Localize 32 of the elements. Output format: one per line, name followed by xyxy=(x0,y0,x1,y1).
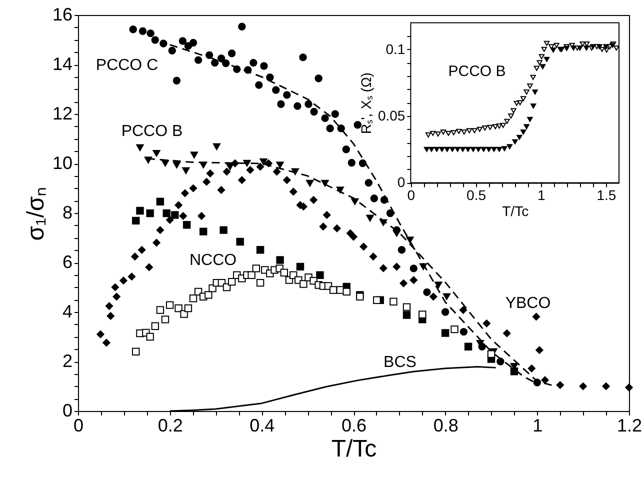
y-axis-title: σ₁/σₙ xyxy=(22,186,50,241)
x-tick-label: 1.2 xyxy=(616,416,642,436)
x-tick-label: 0.8 xyxy=(433,416,458,436)
y-tick-label: 0 xyxy=(397,174,406,190)
annotation: BCS xyxy=(384,354,416,371)
y-tick-label: 0 xyxy=(62,400,72,420)
y-tick-label: 14 xyxy=(52,54,72,74)
x-tick-label: 1 xyxy=(537,187,546,204)
y-tick-label: 8 xyxy=(62,202,72,222)
x-tick-label: 0.5 xyxy=(466,187,486,204)
y-tick-label: 0.05 xyxy=(378,108,406,124)
y-tick-label: 6 xyxy=(62,252,72,272)
x-axis-title: T/Tc xyxy=(331,436,377,462)
x-tick-label: 0 xyxy=(407,187,416,204)
y-axis-title: Rₛ', Xₛ (Ω) xyxy=(358,72,374,134)
y-tick-label: 4 xyxy=(62,302,72,322)
y-tick-label: 16 xyxy=(52,4,72,24)
x-tick-label: 1 xyxy=(532,416,543,436)
x-tick-label: 0.4 xyxy=(250,416,275,436)
x-tick-label: 1.5 xyxy=(596,187,616,204)
y-tick-label: 12 xyxy=(52,104,72,124)
x-axis-title: T/Tc xyxy=(502,203,529,220)
annotation: PCCO C xyxy=(96,57,158,74)
annotation: PCCO B xyxy=(121,123,183,140)
y-tick-label: 0.1 xyxy=(386,40,406,57)
annotation: PCCO B xyxy=(448,63,506,80)
annotation: NCCO xyxy=(189,252,237,269)
y-tick-label: 2 xyxy=(62,351,72,371)
y-tick-label: 10 xyxy=(52,153,72,173)
x-tick-label: 0.2 xyxy=(158,416,183,436)
annotation: YBCO xyxy=(505,295,551,312)
x-tick-label: 0.6 xyxy=(341,416,367,436)
